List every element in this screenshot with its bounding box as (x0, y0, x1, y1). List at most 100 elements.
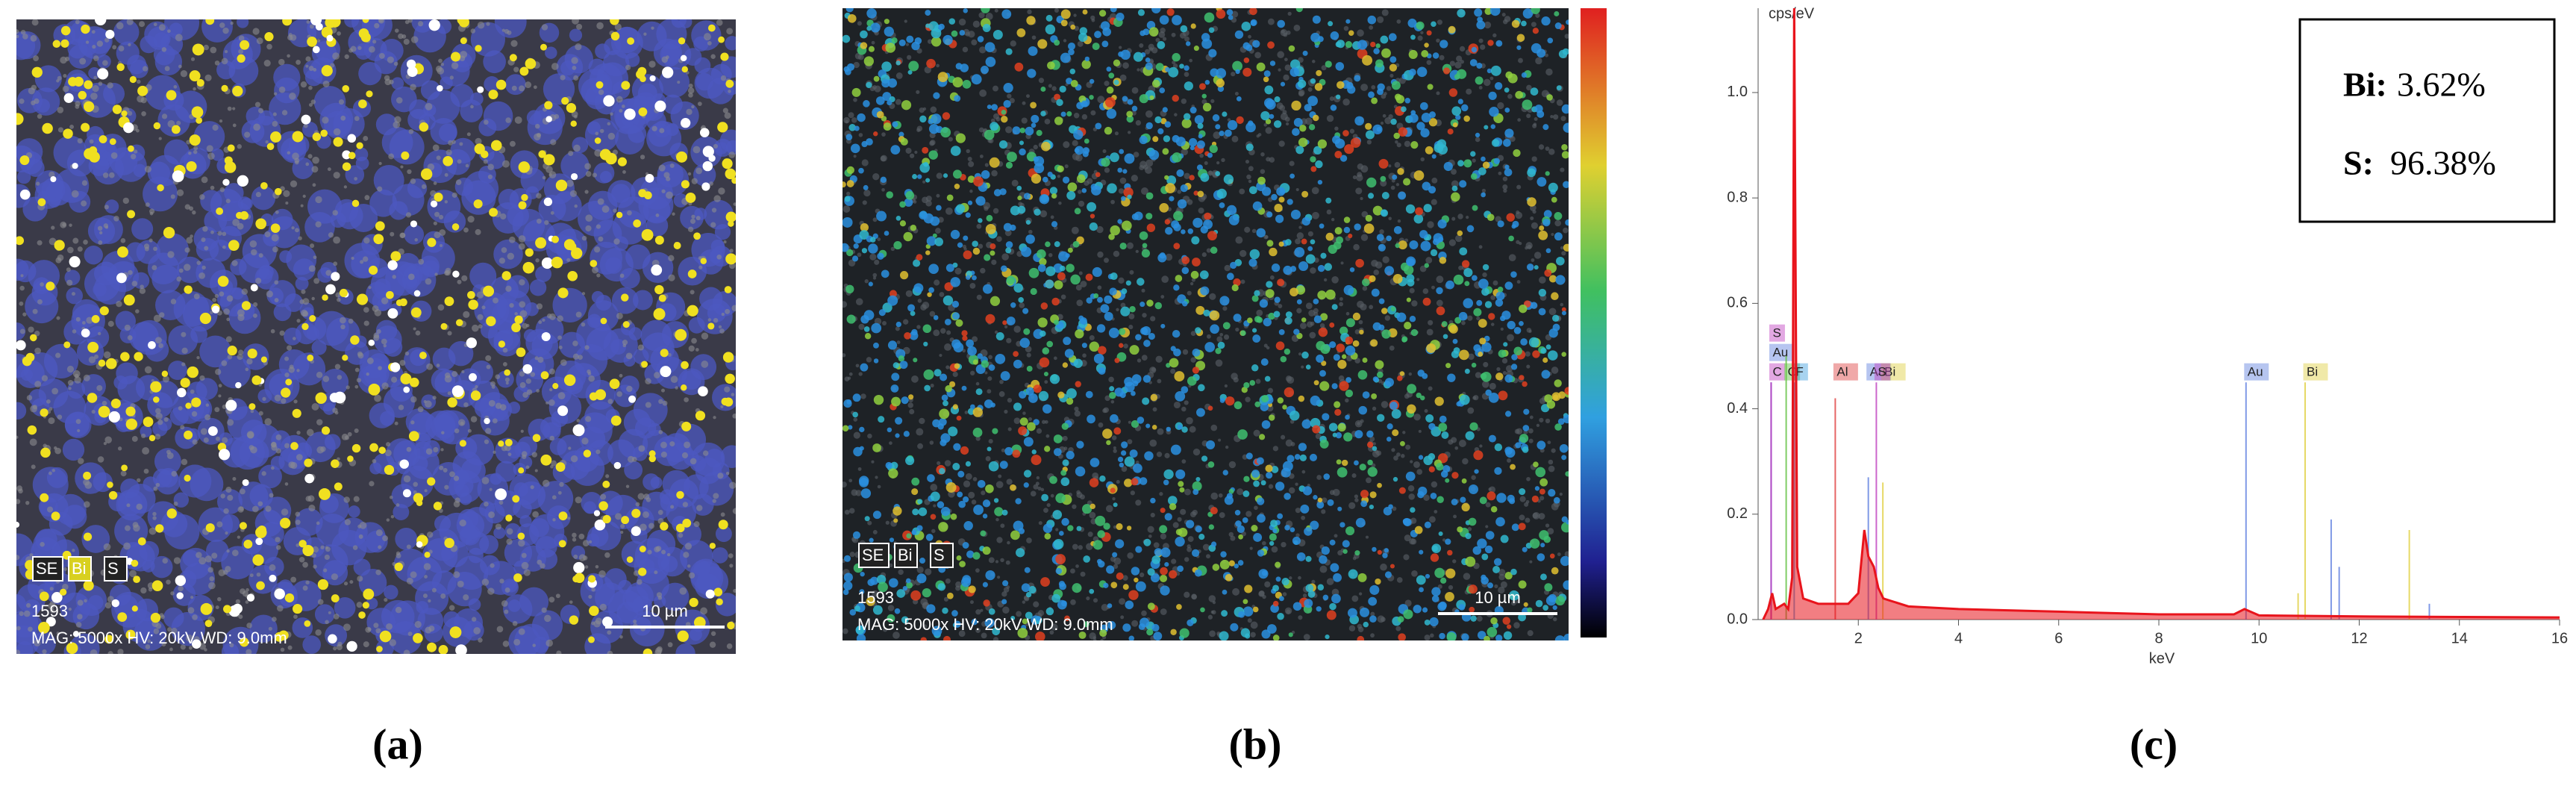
texture (293, 258, 316, 281)
texture (1260, 152, 1265, 157)
texture (964, 411, 969, 414)
texture (1083, 555, 1091, 563)
texture (595, 43, 610, 59)
texture (451, 192, 457, 198)
texture (113, 216, 119, 222)
texture (1319, 565, 1328, 573)
texture (605, 257, 622, 274)
texture (1187, 544, 1191, 549)
texture (1368, 596, 1378, 606)
texture (620, 523, 625, 529)
texture (1375, 578, 1381, 585)
texture (1202, 543, 1210, 551)
texture (228, 55, 259, 86)
texture (346, 640, 357, 652)
texture (1135, 334, 1142, 341)
texture (143, 468, 149, 474)
texture (1415, 207, 1423, 216)
texture (521, 552, 527, 558)
texture (1535, 57, 1542, 65)
texture (343, 582, 348, 586)
texture (678, 37, 686, 45)
texture (205, 403, 210, 407)
texture (457, 19, 466, 25)
texture (848, 372, 853, 376)
texture (1224, 384, 1228, 388)
texture (1326, 209, 1332, 215)
texture (1536, 423, 1540, 428)
texture (1253, 480, 1260, 487)
texture (448, 340, 474, 367)
texture (1159, 202, 1169, 213)
texture (1115, 539, 1125, 549)
texture (532, 636, 549, 653)
texture (19, 285, 25, 291)
texture (373, 334, 380, 341)
texture (272, 246, 278, 253)
texture (688, 92, 693, 98)
texture (1232, 587, 1240, 596)
texture (983, 202, 991, 210)
texture (375, 221, 385, 231)
texture (125, 629, 136, 640)
texture (551, 235, 560, 243)
texture (1074, 410, 1081, 417)
texture (604, 552, 610, 558)
texture (352, 545, 358, 550)
texture (1204, 12, 1215, 23)
texture (272, 617, 277, 622)
texture (198, 272, 206, 279)
texture (1150, 393, 1158, 402)
texture (77, 138, 83, 144)
texture (269, 493, 274, 498)
texture (161, 113, 168, 119)
texture (1538, 144, 1545, 150)
texture (518, 243, 525, 250)
texture (1001, 9, 1012, 19)
texture (1265, 127, 1272, 134)
texture (451, 52, 461, 62)
texture (224, 156, 233, 165)
texture (57, 75, 62, 81)
texture (1075, 154, 1083, 162)
texture (1101, 603, 1109, 611)
texture (1326, 578, 1334, 585)
texture (452, 451, 482, 480)
texture (525, 378, 531, 384)
texture (260, 182, 268, 190)
texture (37, 198, 46, 207)
texture (909, 408, 915, 415)
texture (1131, 174, 1138, 182)
texture (396, 299, 403, 307)
texture (255, 218, 267, 230)
texture (1317, 264, 1325, 272)
texture (1370, 633, 1375, 638)
texture (971, 499, 977, 505)
texture (1519, 514, 1525, 521)
texture (1516, 184, 1522, 190)
texture (155, 482, 160, 487)
texture (306, 19, 310, 24)
texture (718, 520, 728, 530)
texture (648, 60, 656, 68)
texture (1319, 381, 1330, 391)
texture (1226, 205, 1237, 215)
texture (166, 579, 171, 585)
texture (310, 243, 315, 249)
texture (1113, 449, 1117, 453)
texture (1447, 549, 1453, 556)
texture (893, 240, 902, 250)
texture (698, 265, 703, 269)
texture (82, 321, 86, 325)
texture (1219, 131, 1225, 137)
texture (848, 478, 853, 483)
texture (123, 542, 131, 550)
texture (326, 34, 334, 42)
texture (1413, 213, 1424, 224)
texture (477, 21, 485, 29)
texture (554, 113, 560, 119)
texture (649, 75, 656, 82)
texture (536, 389, 540, 393)
texture (641, 361, 648, 368)
texture (428, 625, 435, 632)
